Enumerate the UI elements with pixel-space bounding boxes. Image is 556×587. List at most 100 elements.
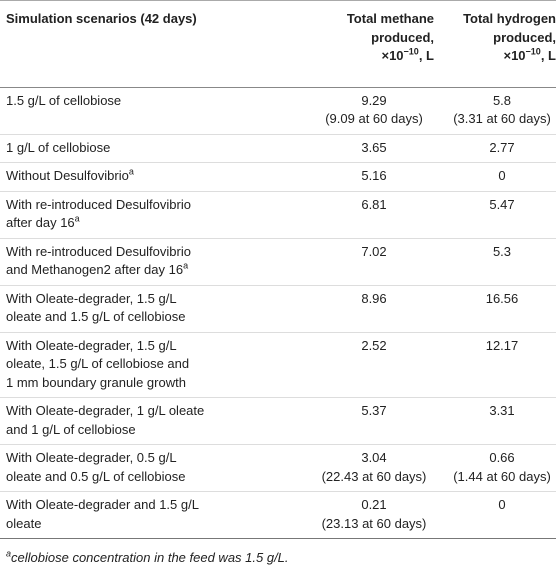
methane-cell: 9.29 (9.09 at 60 days) (306, 87, 434, 135)
value-note: (3.31 at 60 days) (453, 111, 551, 126)
scenario-line: With Oleate-degrader, 1 g/L oleate (6, 403, 205, 418)
hydrogen-cell: 3.31 (434, 397, 556, 445)
value: 7.02 (361, 243, 387, 259)
header-text: Simulation scenarios (42 days) (6, 11, 197, 26)
table-row: With re-introduced Desulfovibrio and Meth… (0, 238, 556, 286)
unit-exponent: −10 (525, 46, 541, 57)
header-line: produced, (493, 29, 556, 45)
value: 5.8 (492, 92, 512, 108)
hydrogen-cell: 12.17 (434, 332, 556, 398)
value-note: (22.43 at 60 days) (321, 468, 427, 484)
value: 3.31 (489, 403, 515, 418)
footnote-text: cellobiose concentration in the feed was… (11, 550, 289, 565)
scenario-line: With Oleate-degrader, 0.5 g/L (6, 450, 177, 465)
value: 5.16 (361, 168, 387, 183)
table-row: With Oleate-degrader, 1.5 g/L oleate, 1.5… (0, 332, 556, 398)
table-body: 1.5 g/L of cellobiose 9.29 (9.09 at 60 day… (0, 87, 556, 539)
data-table: Simulation scenarios (42 days) Total meth… (0, 0, 556, 539)
methane-cell: 5.37 (306, 397, 434, 445)
table-row: 1.5 g/L of cellobiose 9.29 (9.09 at 60 day… (0, 87, 556, 135)
value: 12.17 (485, 337, 519, 353)
header-cell: Simulation scenarios (42 days) (0, 0, 306, 88)
methane-cell: 3.65 (306, 134, 434, 163)
footnote: acellobiose concentration in the feed wa… (0, 539, 556, 577)
header-line: produced, (371, 29, 434, 45)
header-line: Total hydrogen (463, 11, 556, 26)
unit-base: ×10 (503, 48, 526, 63)
value: 0 (498, 497, 506, 512)
scenario-cell: Without Desulfovibrioa (0, 162, 306, 192)
scenario-cell: With Oleate-degrader, 1.5 g/L oleate and … (0, 285, 306, 333)
scenario-cell: With Oleate-degrader and 1.5 g/L oleate (0, 491, 306, 539)
table-head: Simulation scenarios (42 days) Total meth… (0, 0, 556, 88)
scenario-cell: 1.5 g/L of cellobiose (0, 87, 306, 135)
hydrogen-cell: 2.77 (434, 134, 556, 163)
methane-cell: 2.52 (306, 332, 434, 398)
value-note: (9.09 at 60 days) (325, 111, 423, 126)
table-row: With Oleate-degrader and 1.5 g/L oleate 0.… (0, 491, 556, 539)
scenario-line: With Oleate-degrader, 1.5 g/L (6, 337, 177, 353)
footnote-marker: a (6, 548, 12, 559)
value-note: (1.44 at 60 days) (453, 468, 551, 484)
value: 6.81 (361, 196, 387, 212)
scenario-cell: With Oleate-degrader, 0.5 g/L oleate and … (0, 444, 306, 492)
scenario-line: oleate, 1.5 g/L of cellobiose and (6, 356, 190, 371)
scenario-line: oleate and 0.5 g/L of cellobiose (6, 468, 186, 484)
table-row: 1 g/L of cellobiose 3.65 2.77 (0, 134, 556, 163)
scenario-cell: With re-introduced Desulfovibrio after da… (0, 191, 306, 239)
value: 9.29 (361, 92, 387, 108)
unit-exponent: −10 (403, 46, 419, 57)
scenario-line: Without Desulfovibrioa (6, 166, 134, 183)
scenario-line: after day 16a (6, 213, 80, 230)
hydrogen-cell: 0 (434, 162, 556, 192)
value-note: (23.13 at 60 days) (321, 515, 427, 531)
value: 5.3 (492, 243, 512, 259)
scenario-line: 1 mm boundary granule growth (6, 374, 186, 390)
table-row: Without Desulfovibrioa 5.16 0 (0, 162, 556, 192)
footnote-marker: a (128, 166, 134, 177)
header-row: Simulation scenarios (42 days) Total meth… (0, 0, 556, 88)
scenario-line: With re-introduced Desulfovibrio (6, 243, 191, 259)
scenario-cell: With Oleate-degrader, 1 g/L oleate and 1 … (0, 397, 306, 445)
value: 5.47 (489, 196, 515, 212)
hydrogen-cell: 16.56 (434, 285, 556, 333)
methane-cell: 0.21 (23.13 at 60 days) (306, 491, 434, 539)
methane-cell: 8.96 (306, 285, 434, 333)
header-line: Total methane (346, 11, 434, 26)
scenario-line: With re-introduced Desulfovibrio (6, 196, 191, 212)
methane-cell: 3.04 (22.43 at 60 days) (306, 444, 434, 492)
hydrogen-cell: 0 (434, 491, 556, 539)
scenario-cell: With re-introduced Desulfovibrio and Meth… (0, 238, 306, 286)
unit-base: ×10 (381, 48, 404, 63)
unit-suffix: , L (418, 48, 434, 63)
table-row: With Oleate-degrader, 1 g/L oleate and 1 … (0, 397, 556, 445)
methane-cell: 5.16 (306, 162, 434, 192)
table-row: With Oleate-degrader, 0.5 g/L oleate and … (0, 444, 556, 492)
value: 0.66 (489, 450, 515, 465)
header-cell: Total hydrogen produced, ×10−10, L (434, 0, 556, 88)
value: 2.52 (361, 337, 387, 353)
value: 5.37 (361, 403, 387, 418)
unit-line: ×10−10, L (434, 47, 556, 66)
scenario-line: 1 g/L of cellobiose (6, 139, 111, 155)
scenario-line: With Oleate-degrader and 1.5 g/L (6, 497, 199, 512)
value: 8.96 (361, 290, 387, 306)
value: 16.56 (485, 290, 519, 306)
hydrogen-cell: 5.3 (434, 238, 556, 286)
table-row: With re-introduced Desulfovibrio after da… (0, 191, 556, 239)
unit-line: ×10−10, L (306, 47, 434, 66)
methane-cell: 7.02 (306, 238, 434, 286)
scenario-line: oleate and 1.5 g/L of cellobiose (6, 309, 186, 324)
scenario-line: 1.5 g/L of cellobiose (6, 92, 122, 108)
hydrogen-cell: 5.47 (434, 191, 556, 239)
value: 3.04 (361, 450, 387, 465)
table-row: With Oleate-degrader, 1.5 g/L oleate and … (0, 285, 556, 333)
value: 0 (498, 168, 506, 183)
scenario-cell: With Oleate-degrader, 1.5 g/L oleate, 1.5… (0, 332, 306, 398)
hydrogen-cell: 0.66 (1.44 at 60 days) (434, 444, 556, 492)
footnote-marker: a (74, 213, 80, 224)
scenario-line: and Methanogen2 after day 16a (6, 260, 189, 277)
value: 2.77 (489, 139, 515, 155)
scenario-cell: 1 g/L of cellobiose (0, 134, 306, 163)
